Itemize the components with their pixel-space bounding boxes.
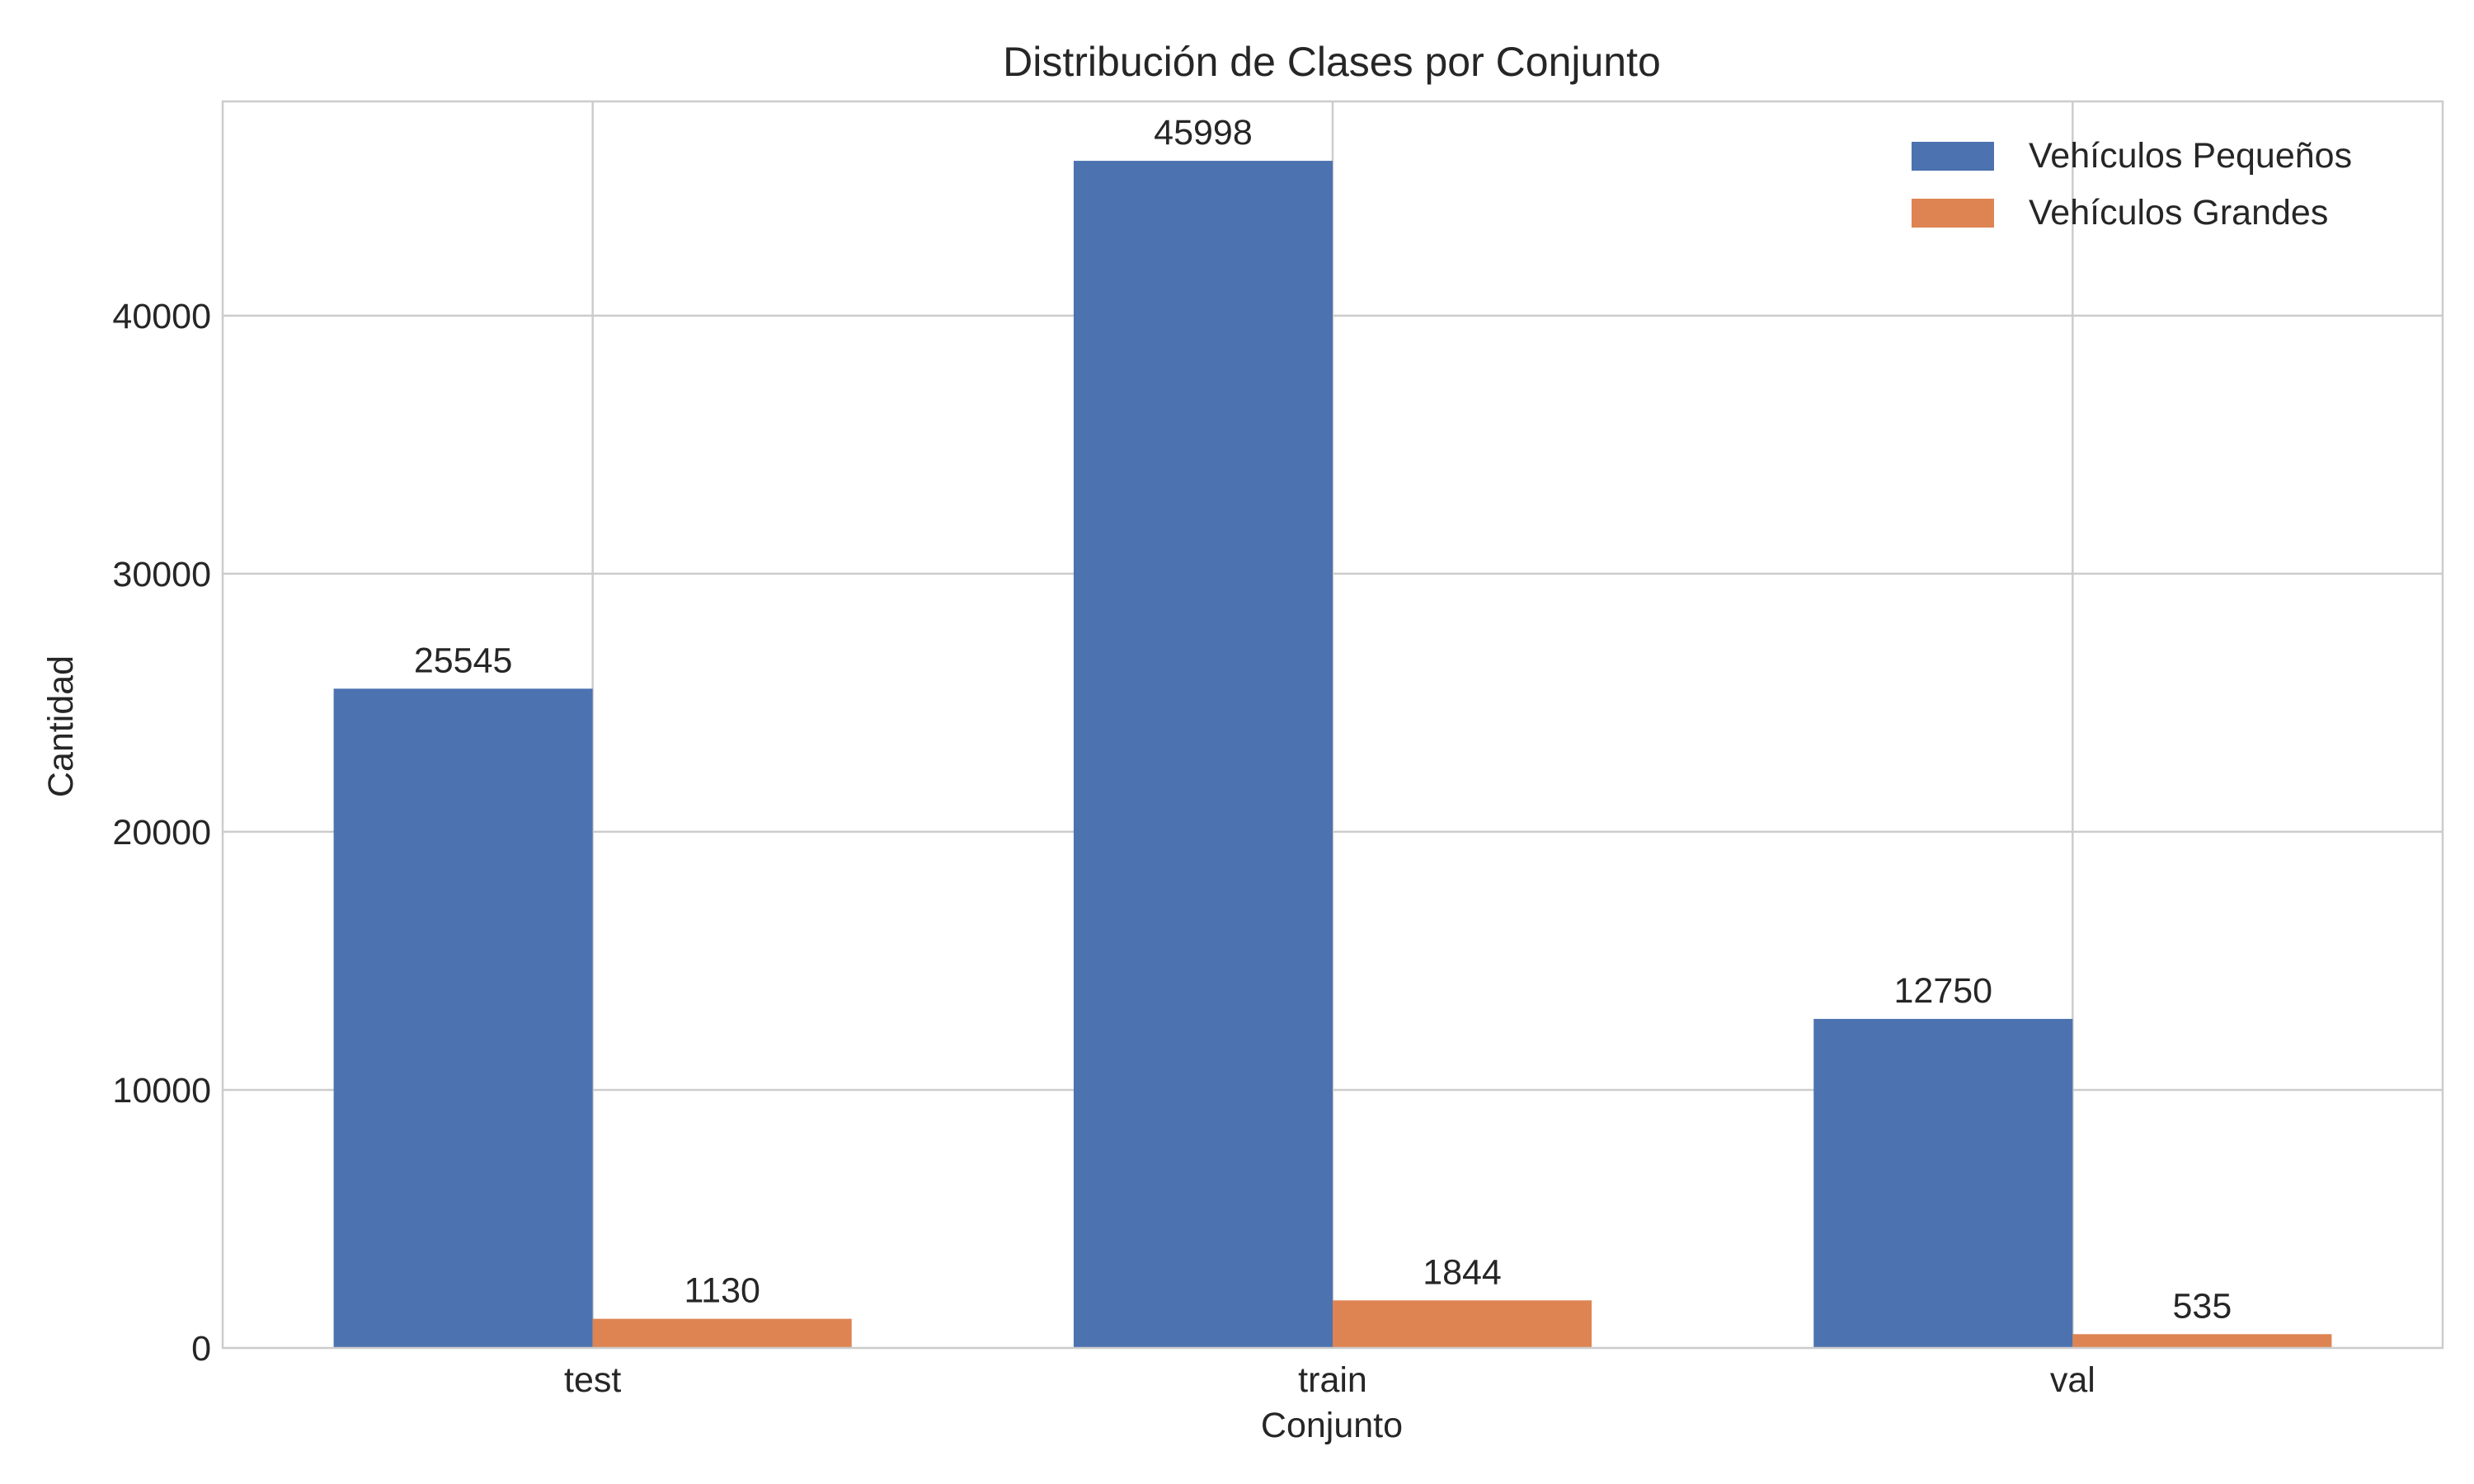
x-tick-label: train bbox=[1298, 1360, 1367, 1400]
bar-large-train bbox=[1333, 1300, 1592, 1348]
data-label: 25545 bbox=[414, 641, 513, 680]
data-label: 535 bbox=[2172, 1286, 2232, 1326]
data-label: 1130 bbox=[684, 1271, 760, 1311]
y-tick-label: 0 bbox=[191, 1329, 211, 1369]
bar-small-val bbox=[1813, 1018, 2073, 1348]
x-tick-label: test bbox=[564, 1360, 621, 1400]
y-axis-label: Cantidad bbox=[41, 655, 81, 797]
legend-swatch-small-vehicles bbox=[1912, 142, 1994, 171]
y-tick-label: 30000 bbox=[112, 555, 211, 594]
plot-frame bbox=[221, 100, 2444, 1350]
bar-small-train bbox=[1073, 161, 1333, 1348]
legend: Vehículos Pequeños Vehículos Grandes bbox=[1912, 136, 2352, 232]
tick-labels: 0 10000 20000 30000 40000 test train val bbox=[112, 297, 2095, 1400]
data-label: 1844 bbox=[1423, 1252, 1502, 1292]
bar-large-val bbox=[2072, 1334, 2332, 1348]
x-tick-label: val bbox=[2050, 1360, 2095, 1400]
x-axis-label: Conjunto bbox=[1261, 1406, 1403, 1445]
bars bbox=[333, 161, 2332, 1348]
data-labels: 25545 45998 12750 1130 1844 535 bbox=[414, 113, 2232, 1326]
y-tick-label: 20000 bbox=[112, 813, 211, 852]
legend-label-small-vehicles: Vehículos Pequeños bbox=[2029, 136, 2352, 176]
y-tick-label: 10000 bbox=[112, 1071, 211, 1111]
bar-large-test bbox=[592, 1318, 852, 1348]
data-label: 12750 bbox=[1894, 971, 1993, 1011]
bar-small-test bbox=[333, 688, 593, 1348]
y-tick-label: 40000 bbox=[112, 297, 211, 336]
legend-label-large-vehicles: Vehículos Grandes bbox=[2029, 193, 2328, 232]
legend-swatch-large-vehicles bbox=[1912, 199, 1994, 228]
chart-title: Distribución de Clases por Conjunto bbox=[1003, 39, 1661, 85]
data-label: 45998 bbox=[1154, 113, 1253, 153]
